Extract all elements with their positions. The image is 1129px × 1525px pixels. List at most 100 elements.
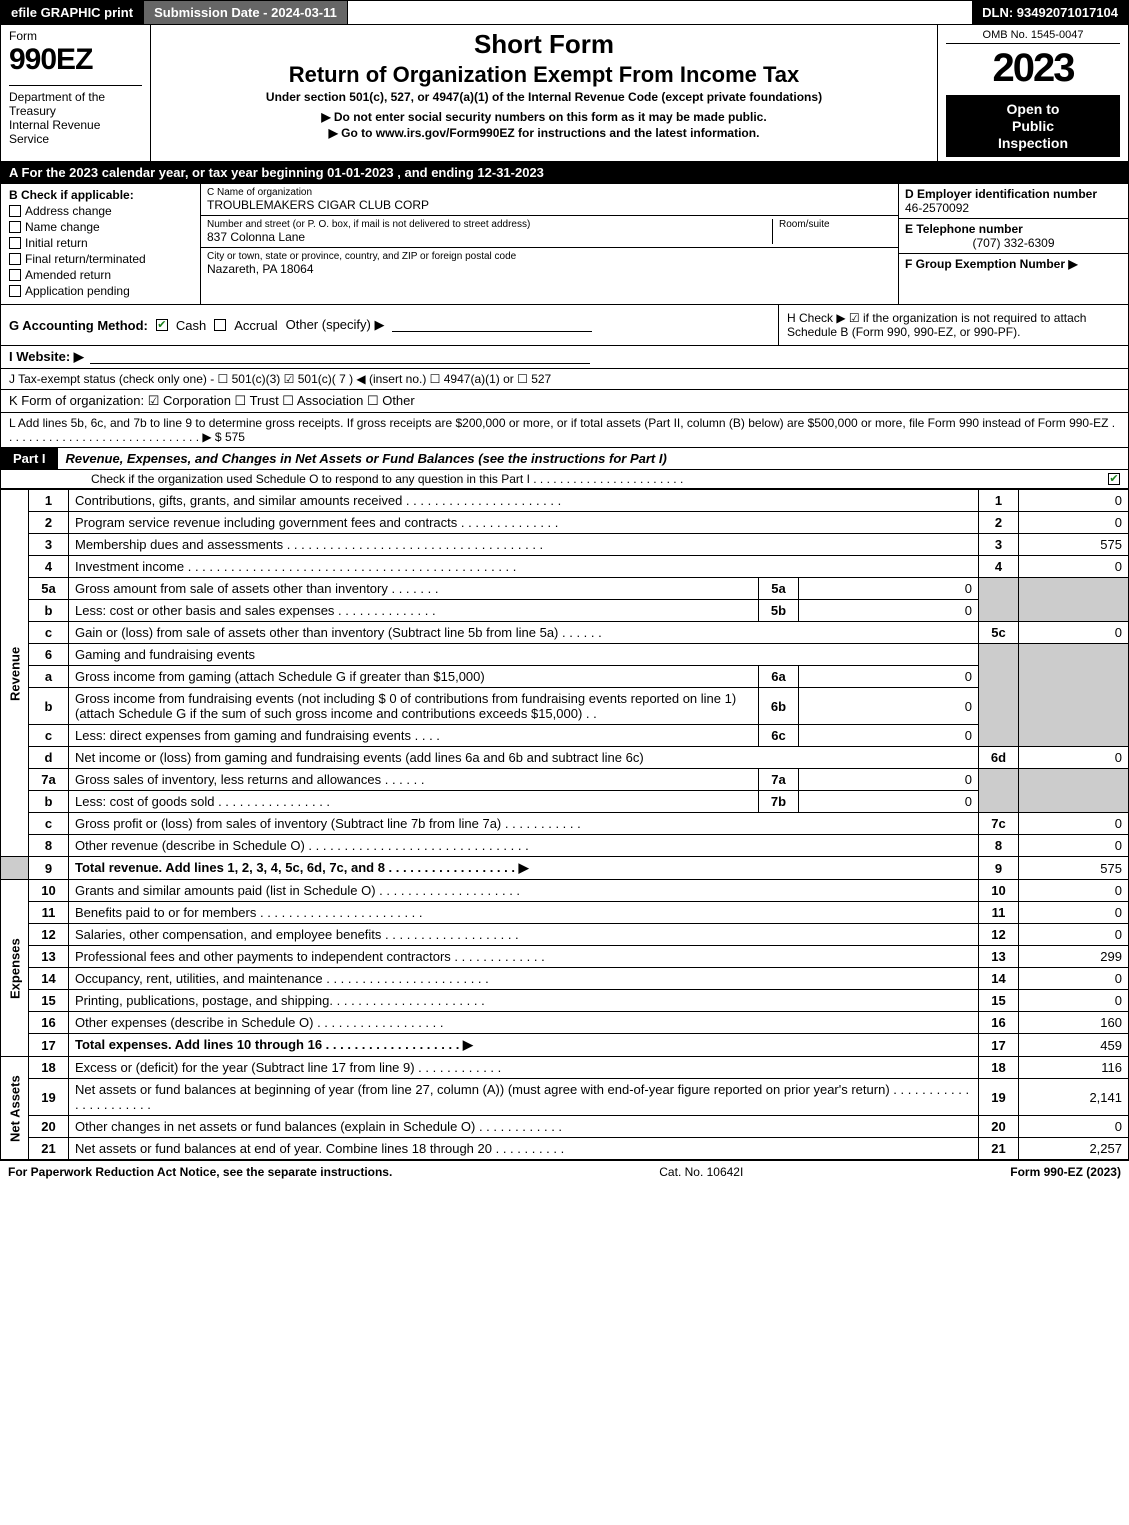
line-4-val: 0	[1019, 556, 1129, 578]
footer-left: For Paperwork Reduction Act Notice, see …	[8, 1165, 392, 1179]
line-2-val: 0	[1019, 512, 1129, 534]
public-inspection-badge: Open to Public Inspection	[946, 95, 1120, 157]
line-6a-desc: Gross income from gaming (attach Schedul…	[69, 666, 759, 688]
chk-final-return[interactable]: Final return/terminated	[9, 252, 192, 266]
line-12-val: 0	[1019, 924, 1129, 946]
line-6d-val: 0	[1019, 747, 1129, 769]
line-7b-val: 0	[799, 791, 979, 813]
line-11-val: 0	[1019, 902, 1129, 924]
title-return: Return of Organization Exempt From Incom…	[159, 62, 929, 88]
footer-catno: Cat. No. 10642I	[659, 1165, 743, 1179]
c-room-label: Room/suite	[779, 219, 892, 230]
section-def: D Employer identification number 46-2570…	[898, 184, 1128, 304]
line-6c-desc: Less: direct expenses from gaming and fu…	[69, 725, 759, 747]
efile-label[interactable]: efile GRAPHIC print	[1, 1, 144, 24]
chk-amended-return[interactable]: Amended return	[9, 268, 192, 282]
line-1-val: 0	[1019, 490, 1129, 512]
g-other-input[interactable]	[392, 318, 592, 332]
chk-initial-return[interactable]: Initial return	[9, 236, 192, 250]
f-group-label: F Group Exemption Number ▶	[905, 257, 1122, 271]
line-9-desc: Total revenue. Add lines 1, 2, 3, 4, 5c,…	[69, 857, 979, 880]
netassets-label: Net Assets	[1, 1057, 29, 1160]
line-5a-desc: Gross amount from sale of assets other t…	[69, 578, 759, 600]
line-10-desc: Grants and similar amounts paid (list in…	[69, 880, 979, 902]
chk-application-pending[interactable]: Application pending	[9, 284, 192, 298]
omb-number: OMB No. 1545-0047	[946, 29, 1120, 44]
part-i-header: Part I Revenue, Expenses, and Changes in…	[0, 448, 1129, 470]
form-title-block: Short Form Return of Organization Exempt…	[151, 25, 938, 161]
section-bcdef: B Check if applicable: Address change Na…	[0, 184, 1129, 305]
e-phone-label: E Telephone number	[905, 222, 1122, 236]
line-19-val: 2,141	[1019, 1079, 1129, 1116]
section-b: B Check if applicable: Address change Na…	[1, 184, 201, 304]
line-7a-desc: Gross sales of inventory, less returns a…	[69, 769, 759, 791]
revenue-label: Revenue	[1, 490, 29, 857]
org-city: Nazareth, PA 18064	[207, 262, 892, 276]
line-2-desc: Program service revenue including govern…	[69, 512, 979, 534]
expenses-label: Expenses	[1, 880, 29, 1057]
i-website-input[interactable]	[90, 350, 590, 364]
line-20-val: 0	[1019, 1116, 1129, 1138]
line-7a-val: 0	[799, 769, 979, 791]
line-18-val: 116	[1019, 1057, 1129, 1079]
line-6-desc: Gaming and fundraising events	[69, 644, 979, 666]
form-word: Form	[9, 29, 142, 43]
subtitle-section: Under section 501(c), 527, or 4947(a)(1)…	[159, 90, 929, 104]
row-j: J Tax-exempt status (check only one) - ☐…	[0, 369, 1129, 390]
org-name: TROUBLEMAKERS CIGAR CLUB CORP	[207, 198, 892, 212]
line-6b-val: 0	[799, 688, 979, 725]
line-7b-desc: Less: cost of goods sold . . . . . . . .…	[69, 791, 759, 813]
c-city-label: City or town, state or province, country…	[207, 251, 892, 262]
line-3-desc: Membership dues and assessments . . . . …	[69, 534, 979, 556]
tax-year: 2023	[946, 46, 1120, 91]
line-1-desc: Contributions, gifts, grants, and simila…	[69, 490, 979, 512]
dln: DLN: 93492071017104	[972, 1, 1128, 24]
line-16-val: 160	[1019, 1012, 1129, 1034]
row-k: K Form of organization: ☑ Corporation ☐ …	[0, 390, 1129, 413]
d-ein-value: 46-2570092	[905, 201, 1122, 215]
line-10-val: 0	[1019, 880, 1129, 902]
g-label: G Accounting Method:	[9, 318, 148, 333]
row-gh: G Accounting Method: Cash Accrual Other …	[0, 305, 1129, 346]
chk-address-change[interactable]: Address change	[9, 204, 192, 218]
chk-name-change[interactable]: Name change	[9, 220, 192, 234]
lines-table: Revenue 1 Contributions, gifts, grants, …	[0, 489, 1129, 1160]
page-footer: For Paperwork Reduction Act Notice, see …	[0, 1160, 1129, 1183]
line-5c-val: 0	[1019, 622, 1129, 644]
row-h: H Check ▶ ☑ if the organization is not r…	[778, 305, 1128, 345]
chk-schedule-o[interactable]	[1108, 473, 1120, 485]
section-c: C Name of organization TROUBLEMAKERS CIG…	[201, 184, 898, 304]
title-short-form: Short Form	[159, 29, 929, 60]
c-name-label: C Name of organization	[207, 187, 892, 198]
line-21-val: 2,257	[1019, 1138, 1129, 1160]
line-5c-desc: Gain or (loss) from sale of assets other…	[69, 622, 979, 644]
subtitle-goto[interactable]: ▶ Go to www.irs.gov/Form990EZ for instru…	[159, 126, 929, 140]
line-14-val: 0	[1019, 968, 1129, 990]
subtitle-ssn: ▶ Do not enter social security numbers o…	[159, 110, 929, 124]
line-5a-val: 0	[799, 578, 979, 600]
chk-cash[interactable]	[156, 319, 168, 331]
c-street-label: Number and street (or P. O. box, if mail…	[207, 219, 772, 230]
line-15-val: 0	[1019, 990, 1129, 1012]
top-bar: efile GRAPHIC print Submission Date - 20…	[0, 0, 1129, 25]
line-8-desc: Other revenue (describe in Schedule O) .…	[69, 835, 979, 857]
part-i-tab: Part I	[1, 448, 58, 469]
g-other: Other (specify) ▶	[286, 317, 385, 333]
line-6d-desc: Net income or (loss) from gaming and fun…	[69, 747, 979, 769]
line-7c-val: 0	[1019, 813, 1129, 835]
line-3-val: 575	[1019, 534, 1129, 556]
chk-accrual[interactable]	[214, 319, 226, 331]
line-a: A For the 2023 calendar year, or tax yea…	[0, 162, 1129, 184]
line-6b-desc: Gross income from fundraising events (no…	[69, 688, 759, 725]
footer-form: Form 990-EZ (2023)	[1010, 1165, 1121, 1179]
e-phone-value: (707) 332-6309	[905, 236, 1122, 250]
line-7c-desc: Gross profit or (loss) from sales of inv…	[69, 813, 979, 835]
form-year-block: OMB No. 1545-0047 2023 Open to Public In…	[938, 25, 1128, 161]
part-i-title: Revenue, Expenses, and Changes in Net As…	[58, 448, 1128, 469]
dept-treasury: Department of the Treasury	[9, 85, 142, 118]
dept-irs: Internal Revenue Service	[9, 118, 142, 146]
line-6c-val: 0	[799, 725, 979, 747]
line-5b-val: 0	[799, 600, 979, 622]
d-ein-label: D Employer identification number	[905, 187, 1122, 201]
line-1-num: 1	[29, 490, 69, 512]
